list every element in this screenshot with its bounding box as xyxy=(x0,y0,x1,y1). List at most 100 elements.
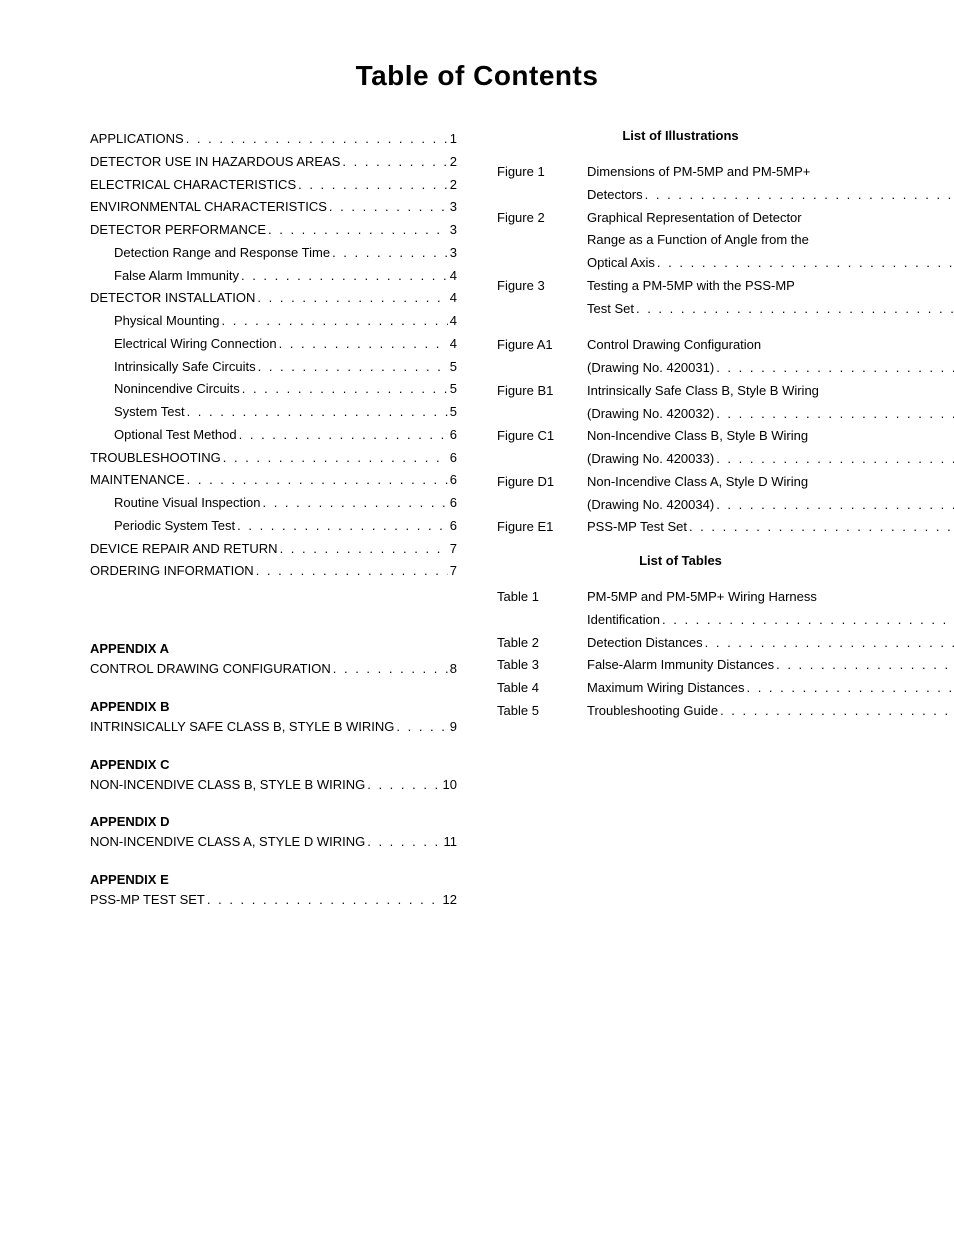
leader-dots xyxy=(187,401,448,424)
leader-dots xyxy=(716,403,954,426)
row-label: Figure D1 xyxy=(497,471,587,517)
desc-line: Range as a Function of Angle from the xyxy=(587,229,954,252)
row-label: Table 3 xyxy=(497,654,587,677)
leader-dots xyxy=(689,516,954,539)
row-desc: Dimensions of PM-5MP and PM-5MP+Detector… xyxy=(587,161,954,207)
toc-entry: False Alarm Immunity4 xyxy=(90,265,457,288)
toc-page: 3 xyxy=(450,219,457,242)
leader-dots xyxy=(367,831,441,854)
desc-line: Control Drawing Configuration xyxy=(587,334,954,357)
row-desc: False-Alarm Immunity Distances4 xyxy=(587,654,954,677)
leader-dots xyxy=(207,889,441,912)
row-label: Figure A1 xyxy=(497,334,587,380)
toc-entry: NON-INCENDIVE CLASS A, STYLE D WIRING11 xyxy=(90,831,457,854)
toc-entry: TROUBLESHOOTING6 xyxy=(90,447,457,470)
row-label: Table 1 xyxy=(497,586,587,632)
toc-label: CONTROL DRAWING CONFIGURATION xyxy=(90,658,331,681)
toc-page: 8 xyxy=(450,658,457,681)
leader-dots xyxy=(396,716,447,739)
toc-entry: INTRINSICALLY SAFE CLASS B, STYLE B WIRI… xyxy=(90,716,457,739)
toc-label: ORDERING INFORMATION xyxy=(90,560,254,583)
leader-dots xyxy=(716,448,954,471)
toc-label: Intrinsically Safe Circuits xyxy=(114,356,256,379)
leader-dots xyxy=(720,700,954,723)
leader-dots xyxy=(657,252,954,275)
list-row: Figure 1Dimensions of PM-5MP and PM-5MP+… xyxy=(497,161,864,207)
desc-line: Dimensions of PM-5MP and PM-5MP+ xyxy=(587,161,954,184)
appendices: APPENDIX ACONTROL DRAWING CONFIGURATION8… xyxy=(90,641,457,912)
desc-last-line: (Drawing No. 420034)11 xyxy=(587,494,954,517)
row-label: Figure C1 xyxy=(497,425,587,471)
leader-dots xyxy=(716,494,954,517)
toc-entry: ORDERING INFORMATION7 xyxy=(90,560,457,583)
desc-text: Maximum Wiring Distances xyxy=(587,677,744,700)
toc-entry: NON-INCENDIVE CLASS B, STYLE B WIRING10 xyxy=(90,774,457,797)
toc-entry: ELECTRICAL CHARACTERISTICS2 xyxy=(90,174,457,197)
toc-page: 11 xyxy=(444,831,458,854)
toc-label: ELECTRICAL CHARACTERISTICS xyxy=(90,174,296,197)
tables-head: List of Tables xyxy=(497,553,864,568)
toc-page: 6 xyxy=(450,469,457,492)
toc-label: Detection Range and Response Time xyxy=(114,242,330,265)
col-right: List of Illustrations Figure 1Dimensions… xyxy=(497,128,864,912)
leader-dots xyxy=(662,609,954,632)
toc-label: NON-INCENDIVE CLASS B, STYLE B WIRING xyxy=(90,774,365,797)
desc-last-line: Identification3 xyxy=(587,609,954,632)
leader-dots xyxy=(262,492,447,515)
row-label: Table 2 xyxy=(497,632,587,655)
leader-dots xyxy=(241,265,448,288)
toc-page: 6 xyxy=(450,424,457,447)
desc-last-line: PSS-MP Test Set12 xyxy=(587,516,954,539)
toc-page: 5 xyxy=(450,401,457,424)
desc-line: PM-5MP and PM-5MP+ Wiring Harness xyxy=(587,586,954,609)
toc-label: APPLICATIONS xyxy=(90,128,184,151)
toc-label: DEVICE REPAIR AND RETURN xyxy=(90,538,278,561)
desc-line: Non-Incendive Class B, Style B Wiring xyxy=(587,425,954,448)
appendix-head: APPENDIX B xyxy=(90,699,457,714)
toc-page: 6 xyxy=(450,492,457,515)
list-row: Figure B1Intrinsically Safe Class B, Sty… xyxy=(497,380,864,426)
list-row: Figure 3Testing a PM-5MP with the PSS-MP… xyxy=(497,275,864,321)
col-left: APPLICATIONS 1DETECTOR USE IN HAZARDOUS A… xyxy=(90,128,457,912)
toc-page: 1 xyxy=(450,128,457,151)
toc-page: 9 xyxy=(450,716,457,739)
toc-page: 3 xyxy=(450,196,457,219)
leader-dots xyxy=(258,356,448,379)
desc-text: (Drawing No. 420031) xyxy=(587,357,714,380)
row-desc: Non-Incendive Class A, Style D Wiring(Dr… xyxy=(587,471,954,517)
leader-dots xyxy=(776,654,954,677)
desc-text: Detection Distances xyxy=(587,632,703,655)
toc-entry: ENVIRONMENTAL CHARACTERISTICS3 xyxy=(90,196,457,219)
row-desc: PM-5MP and PM-5MP+ Wiring HarnessIdentif… xyxy=(587,586,954,632)
list-row: Table 2Detection Distances3 xyxy=(497,632,864,655)
desc-last-line: Troubleshooting Guide6 xyxy=(587,700,954,723)
toc-entry: MAINTENANCE6 xyxy=(90,469,457,492)
toc-label: Optional Test Method xyxy=(114,424,237,447)
leader-dots xyxy=(237,515,448,538)
page: Table of Contents APPLICATIONS1DETECTOR … xyxy=(0,0,954,1235)
toc-entry: Optional Test Method 6 xyxy=(90,424,457,447)
toc-entry: APPLICATIONS 1 xyxy=(90,128,457,151)
leader-dots xyxy=(367,774,440,797)
desc-last-line: Maximum Wiring Distances5 xyxy=(587,677,954,700)
leader-dots xyxy=(329,196,448,219)
toc-entry: Routine Visual Inspection6 xyxy=(90,492,457,515)
desc-text: (Drawing No. 420034) xyxy=(587,494,714,517)
toc-page: 2 xyxy=(450,151,457,174)
desc-last-line: Test Set5 xyxy=(587,298,954,321)
desc-text: Detectors xyxy=(587,184,643,207)
desc-text: False-Alarm Immunity Distances xyxy=(587,654,774,677)
desc-line: Testing a PM-5MP with the PSS-MP xyxy=(587,275,954,298)
leader-dots xyxy=(746,677,954,700)
toc-entry: DETECTOR INSTALLATION4 xyxy=(90,287,457,310)
toc-label: System Test xyxy=(114,401,185,424)
toc-page: 3 xyxy=(450,242,457,265)
leader-dots xyxy=(187,469,448,492)
toc-entry: DETECTOR USE IN HAZARDOUS AREAS2 xyxy=(90,151,457,174)
toc-entry: PSS-MP TEST SET12 xyxy=(90,889,457,912)
list-row: Figure D1Non-Incendive Class A, Style D … xyxy=(497,471,864,517)
toc-entry: Intrinsically Safe Circuits5 xyxy=(90,356,457,379)
toc-label: INTRINSICALLY SAFE CLASS B, STYLE B WIRI… xyxy=(90,716,394,739)
desc-last-line: Detectors2 xyxy=(587,184,954,207)
leader-dots xyxy=(333,658,448,681)
